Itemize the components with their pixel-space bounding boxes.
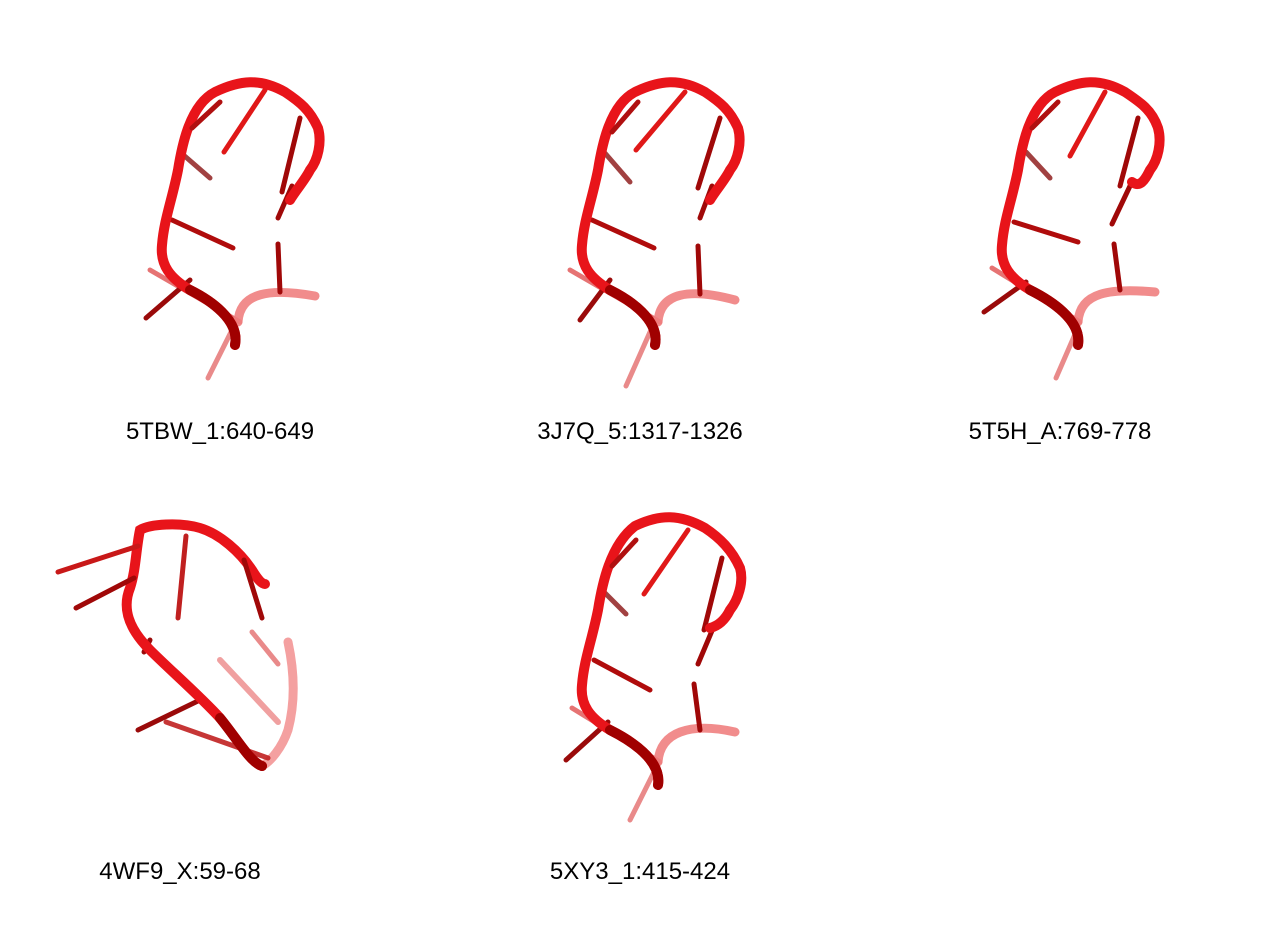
base-stick [1029,99,1061,131]
structure-panel-4: 4WF9_X:59-68 [40,500,320,900]
base-stick [695,115,723,191]
base-stick [189,99,223,131]
base-stick [601,589,629,617]
base-stick [589,217,657,251]
base-stick [1109,183,1133,227]
base-stick [609,99,641,135]
base-stick [691,681,703,733]
backbone-segment-faded [653,289,740,327]
base-stick [279,115,303,195]
rna-hairpin-diagram [567,77,745,389]
rna-hairpin-diagram [55,519,298,771]
base-stick [623,329,653,389]
base-stick [633,89,688,153]
base-stick [205,327,235,381]
structure-panel-5: 5XY3_1:415-424 [520,500,760,900]
rna-hairpin-diagram [143,77,325,381]
base-stick [641,527,691,597]
rna-hairpin-diagram [981,77,1165,381]
structure-label: 5XY3_1:415-424 [549,858,731,885]
rna-hairpin-diagram [563,512,747,823]
base-stick [1011,219,1081,245]
base-stick [1023,149,1053,181]
base-stick [73,575,137,611]
structure-panel-2: 3J7Q_5:1317-1326 [520,60,760,460]
base-stick [175,533,189,621]
structure-label: 5T5H_A:769-778 [968,418,1152,445]
structure-label: 3J7Q_5:1317-1326 [537,418,743,445]
base-stick [275,241,283,295]
base-stick [217,657,281,725]
base-stick [169,217,236,251]
rna-backbone [576,77,745,350]
base-stick [601,149,633,185]
backbone-segment-faded [233,287,320,327]
backbone-segment-faded [653,723,740,767]
base-stick [55,543,141,575]
rna-backbone-shadow [185,285,241,350]
base-stick [701,555,725,633]
rna-backbone-shadow [1025,285,1084,350]
structure-panel-3: 5T5H_A:769-778 [940,60,1180,460]
base-stick [609,537,639,569]
rna-backbone-shadow [605,285,661,350]
base-stick [1111,241,1123,293]
base-stick [249,629,281,667]
rna-backbone-shadow [215,713,267,771]
base-stick [591,657,653,693]
base-stick [627,769,657,823]
base-stick [1053,329,1079,381]
rna-backbone [156,77,325,350]
structure-label: 5TBW_1:640-649 [125,418,315,445]
rna-backbone [576,512,747,790]
structure-label: 4WF9_X:59-68 [99,858,261,885]
base-stick [275,183,295,221]
rna-backbone-shadow [605,725,664,790]
base-stick [695,243,703,297]
backbone-segment-faded [1073,286,1160,327]
structure-panel-1: 5TBW_1:640-649 [100,60,340,460]
base-stick [1067,89,1108,159]
backbone-segment-faded [257,637,298,771]
rna-backbone [996,77,1165,350]
base-stick [1117,115,1141,189]
base-stick [135,697,203,733]
base-stick [221,87,268,155]
base-stick [241,557,265,621]
